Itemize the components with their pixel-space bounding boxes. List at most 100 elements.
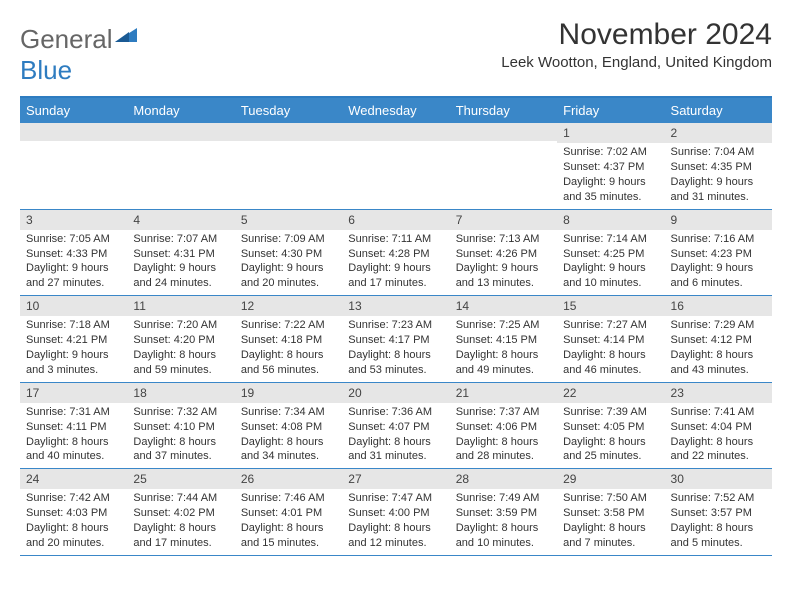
day-cell: 1Sunrise: 7:02 AMSunset: 4:37 PMDaylight… bbox=[557, 123, 664, 209]
day-number: 23 bbox=[665, 383, 772, 403]
sunrise-text: Sunrise: 7:23 AM bbox=[348, 318, 443, 333]
sunset-text: Sunset: 4:14 PM bbox=[563, 333, 658, 348]
day-number: 8 bbox=[557, 210, 664, 230]
daylight-text: Daylight: 8 hours and 25 minutes. bbox=[563, 435, 658, 465]
day-header-friday: Friday bbox=[557, 98, 664, 123]
logo-text-1: General bbox=[20, 24, 113, 54]
day-number: 30 bbox=[665, 469, 772, 489]
sunrise-text: Sunrise: 7:27 AM bbox=[563, 318, 658, 333]
day-number: 2 bbox=[665, 123, 772, 143]
daylight-text: Daylight: 9 hours and 35 minutes. bbox=[563, 175, 658, 205]
daylight-text: Daylight: 9 hours and 10 minutes. bbox=[563, 261, 658, 291]
sunset-text: Sunset: 4:21 PM bbox=[26, 333, 121, 348]
sunrise-text: Sunrise: 7:11 AM bbox=[348, 232, 443, 247]
week-row: 3Sunrise: 7:05 AMSunset: 4:33 PMDaylight… bbox=[20, 210, 772, 297]
day-content bbox=[235, 141, 342, 199]
day-content: Sunrise: 7:02 AMSunset: 4:37 PMDaylight:… bbox=[557, 143, 664, 208]
day-cell: 21Sunrise: 7:37 AMSunset: 4:06 PMDayligh… bbox=[450, 383, 557, 469]
day-content: Sunrise: 7:52 AMSunset: 3:57 PMDaylight:… bbox=[665, 489, 772, 554]
day-cell: 23Sunrise: 7:41 AMSunset: 4:04 PMDayligh… bbox=[665, 383, 772, 469]
sunrise-text: Sunrise: 7:42 AM bbox=[26, 491, 121, 506]
day-content: Sunrise: 7:44 AMSunset: 4:02 PMDaylight:… bbox=[127, 489, 234, 554]
sunset-text: Sunset: 4:28 PM bbox=[348, 247, 443, 262]
day-content bbox=[342, 141, 449, 199]
sunrise-text: Sunrise: 7:29 AM bbox=[671, 318, 766, 333]
day-cell bbox=[20, 123, 127, 209]
sunset-text: Sunset: 4:00 PM bbox=[348, 506, 443, 521]
day-number: 5 bbox=[235, 210, 342, 230]
sunrise-text: Sunrise: 7:39 AM bbox=[563, 405, 658, 420]
daylight-text: Daylight: 8 hours and 59 minutes. bbox=[133, 348, 228, 378]
day-cell bbox=[127, 123, 234, 209]
daylight-text: Daylight: 9 hours and 3 minutes. bbox=[26, 348, 121, 378]
day-content: Sunrise: 7:09 AMSunset: 4:30 PMDaylight:… bbox=[235, 230, 342, 295]
day-content: Sunrise: 7:18 AMSunset: 4:21 PMDaylight:… bbox=[20, 316, 127, 381]
day-content: Sunrise: 7:34 AMSunset: 4:08 PMDaylight:… bbox=[235, 403, 342, 468]
day-number: 20 bbox=[342, 383, 449, 403]
day-cell: 4Sunrise: 7:07 AMSunset: 4:31 PMDaylight… bbox=[127, 210, 234, 296]
day-cell: 13Sunrise: 7:23 AMSunset: 4:17 PMDayligh… bbox=[342, 296, 449, 382]
day-cell: 9Sunrise: 7:16 AMSunset: 4:23 PMDaylight… bbox=[665, 210, 772, 296]
day-number: 19 bbox=[235, 383, 342, 403]
day-content: Sunrise: 7:47 AMSunset: 4:00 PMDaylight:… bbox=[342, 489, 449, 554]
sunset-text: Sunset: 4:07 PM bbox=[348, 420, 443, 435]
daylight-text: Daylight: 8 hours and 46 minutes. bbox=[563, 348, 658, 378]
day-number: 26 bbox=[235, 469, 342, 489]
day-content: Sunrise: 7:27 AMSunset: 4:14 PMDaylight:… bbox=[557, 316, 664, 381]
day-cell bbox=[342, 123, 449, 209]
day-cell: 27Sunrise: 7:47 AMSunset: 4:00 PMDayligh… bbox=[342, 469, 449, 555]
day-cell: 8Sunrise: 7:14 AMSunset: 4:25 PMDaylight… bbox=[557, 210, 664, 296]
day-content: Sunrise: 7:37 AMSunset: 4:06 PMDaylight:… bbox=[450, 403, 557, 468]
day-cell: 11Sunrise: 7:20 AMSunset: 4:20 PMDayligh… bbox=[127, 296, 234, 382]
sunrise-text: Sunrise: 7:18 AM bbox=[26, 318, 121, 333]
day-number: 17 bbox=[20, 383, 127, 403]
sunrise-text: Sunrise: 7:14 AM bbox=[563, 232, 658, 247]
day-content: Sunrise: 7:36 AMSunset: 4:07 PMDaylight:… bbox=[342, 403, 449, 468]
week-row: 1Sunrise: 7:02 AMSunset: 4:37 PMDaylight… bbox=[20, 123, 772, 210]
day-number: 22 bbox=[557, 383, 664, 403]
sunrise-text: Sunrise: 7:02 AM bbox=[563, 145, 658, 160]
day-cell bbox=[450, 123, 557, 209]
day-cell: 24Sunrise: 7:42 AMSunset: 4:03 PMDayligh… bbox=[20, 469, 127, 555]
day-content: Sunrise: 7:29 AMSunset: 4:12 PMDaylight:… bbox=[665, 316, 772, 381]
daylight-text: Daylight: 9 hours and 6 minutes. bbox=[671, 261, 766, 291]
page-title: November 2024 bbox=[501, 18, 772, 52]
day-cell: 18Sunrise: 7:32 AMSunset: 4:10 PMDayligh… bbox=[127, 383, 234, 469]
day-content: Sunrise: 7:39 AMSunset: 4:05 PMDaylight:… bbox=[557, 403, 664, 468]
day-content: Sunrise: 7:31 AMSunset: 4:11 PMDaylight:… bbox=[20, 403, 127, 468]
sunset-text: Sunset: 4:18 PM bbox=[241, 333, 336, 348]
sunset-text: Sunset: 4:33 PM bbox=[26, 247, 121, 262]
day-content bbox=[450, 141, 557, 199]
day-cell: 26Sunrise: 7:46 AMSunset: 4:01 PMDayligh… bbox=[235, 469, 342, 555]
sunrise-text: Sunrise: 7:46 AM bbox=[241, 491, 336, 506]
day-content: Sunrise: 7:49 AMSunset: 3:59 PMDaylight:… bbox=[450, 489, 557, 554]
sunrise-text: Sunrise: 7:47 AM bbox=[348, 491, 443, 506]
sunset-text: Sunset: 3:59 PM bbox=[456, 506, 551, 521]
sunset-text: Sunset: 4:01 PM bbox=[241, 506, 336, 521]
day-content: Sunrise: 7:42 AMSunset: 4:03 PMDaylight:… bbox=[20, 489, 127, 554]
day-number: 14 bbox=[450, 296, 557, 316]
day-number: 3 bbox=[20, 210, 127, 230]
daylight-text: Daylight: 8 hours and 28 minutes. bbox=[456, 435, 551, 465]
day-number: 4 bbox=[127, 210, 234, 230]
sunset-text: Sunset: 4:02 PM bbox=[133, 506, 228, 521]
day-number: 6 bbox=[342, 210, 449, 230]
day-number bbox=[127, 123, 234, 141]
day-number bbox=[235, 123, 342, 141]
sunset-text: Sunset: 4:11 PM bbox=[26, 420, 121, 435]
day-header-sunday: Sunday bbox=[20, 98, 127, 123]
daylight-text: Daylight: 8 hours and 12 minutes. bbox=[348, 521, 443, 551]
daylight-text: Daylight: 9 hours and 31 minutes. bbox=[671, 175, 766, 205]
sunrise-text: Sunrise: 7:05 AM bbox=[26, 232, 121, 247]
day-number: 13 bbox=[342, 296, 449, 316]
sunrise-text: Sunrise: 7:34 AM bbox=[241, 405, 336, 420]
day-cell: 2Sunrise: 7:04 AMSunset: 4:35 PMDaylight… bbox=[665, 123, 772, 209]
daylight-text: Daylight: 8 hours and 40 minutes. bbox=[26, 435, 121, 465]
sunrise-text: Sunrise: 7:16 AM bbox=[671, 232, 766, 247]
sunrise-text: Sunrise: 7:36 AM bbox=[348, 405, 443, 420]
day-content: Sunrise: 7:05 AMSunset: 4:33 PMDaylight:… bbox=[20, 230, 127, 295]
day-content bbox=[127, 141, 234, 199]
day-cell: 28Sunrise: 7:49 AMSunset: 3:59 PMDayligh… bbox=[450, 469, 557, 555]
day-cell: 17Sunrise: 7:31 AMSunset: 4:11 PMDayligh… bbox=[20, 383, 127, 469]
week-row: 24Sunrise: 7:42 AMSunset: 4:03 PMDayligh… bbox=[20, 469, 772, 556]
